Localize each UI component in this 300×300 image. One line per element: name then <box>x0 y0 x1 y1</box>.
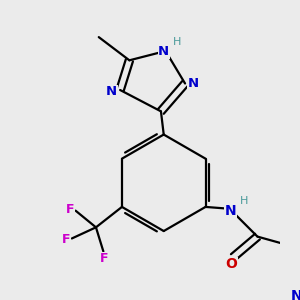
Text: O: O <box>226 257 237 272</box>
Text: H: H <box>240 196 249 206</box>
Text: H: H <box>172 37 181 47</box>
Text: F: F <box>100 252 109 266</box>
Text: N: N <box>106 85 117 98</box>
Text: N: N <box>225 204 236 218</box>
Text: F: F <box>62 233 70 246</box>
Text: N: N <box>188 77 199 90</box>
Text: F: F <box>66 203 74 216</box>
Text: N: N <box>158 46 169 59</box>
Text: N: N <box>291 289 300 300</box>
